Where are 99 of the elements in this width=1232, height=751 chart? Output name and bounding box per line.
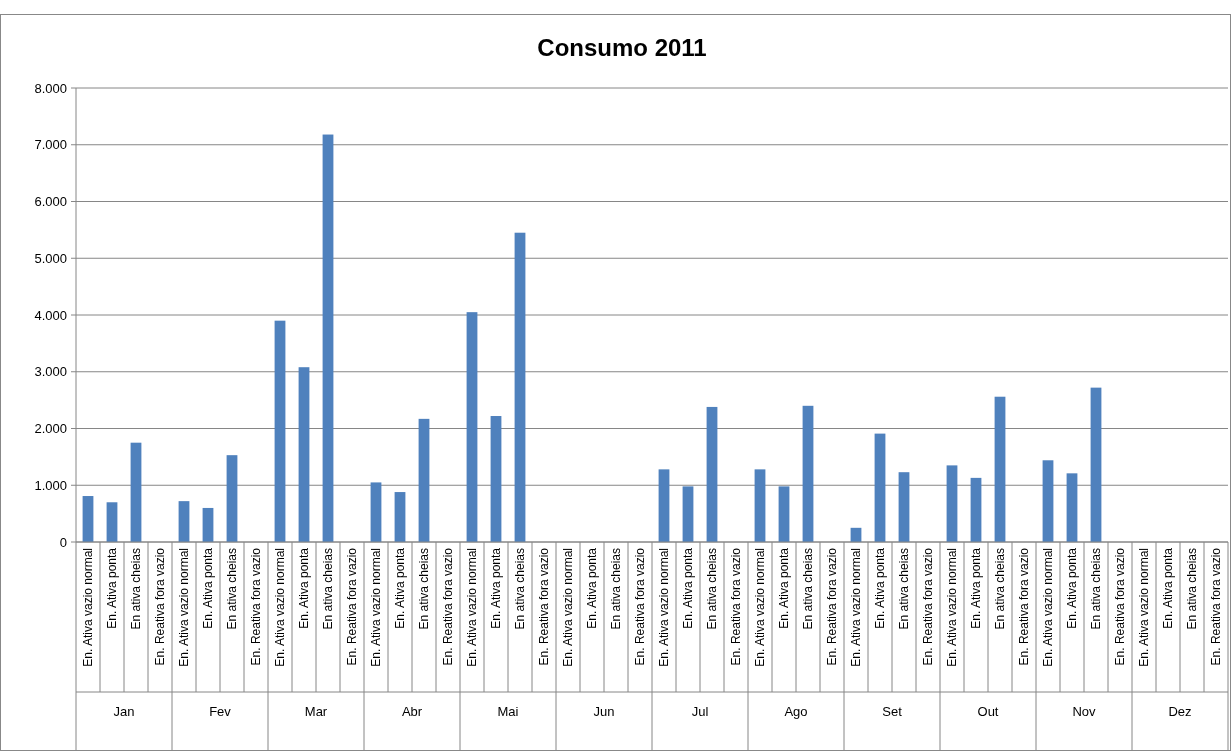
bar: [82, 496, 94, 542]
bar: [874, 433, 886, 542]
text: Jun: [593, 704, 615, 719]
bar: [274, 320, 286, 542]
chart-title: Consumo 2011: [537, 34, 707, 61]
text: Fev: [209, 704, 232, 719]
bar: [1066, 473, 1078, 542]
bar: [706, 406, 718, 542]
text: Ago: [784, 704, 808, 719]
bar: [370, 482, 382, 542]
bar: [298, 367, 310, 542]
x-tick-label: En ativa cheias: [897, 548, 912, 630]
y-tick-label: 1.000: [34, 477, 67, 493]
bar: [418, 418, 430, 542]
text: Abr: [401, 704, 423, 719]
x-tick-label: En ativa cheias: [1185, 548, 1200, 630]
bar: [994, 396, 1006, 542]
x-tick-label: En ativa cheias: [993, 548, 1008, 630]
x-tick-label: En. Ativa vazio normal: [273, 548, 288, 667]
x-tick-label: En. Ativa ponta: [873, 547, 888, 629]
x-tick-label: En. Ativa ponta: [201, 547, 216, 629]
x-tick-label: En. Ativa ponta: [393, 547, 408, 629]
x-tick-label: En. Ativa vazio normal: [945, 548, 960, 667]
bar: [802, 405, 814, 542]
text: Jan: [113, 704, 135, 719]
x-tick-label: En. Reativa fora vazio: [249, 547, 264, 666]
x-tick-label: En ativa cheias: [321, 548, 336, 630]
x-tick-label: En. Ativa ponta: [297, 547, 312, 629]
x-tick-label: En. Reativa fora vazio: [633, 547, 648, 666]
x-tick-label: En. Ativa ponta: [105, 547, 120, 629]
bar: [226, 455, 238, 542]
x-tick-label: En ativa cheias: [417, 548, 432, 630]
x-tick-label: En. Reativa fora vazio: [729, 547, 744, 666]
x-tick-label: En. Ativa ponta: [585, 547, 600, 629]
x-tick-label: En ativa cheias: [705, 548, 720, 630]
x-tick-label: En. Ativa vazio normal: [1041, 548, 1056, 667]
bar: [946, 465, 958, 542]
text: Set: [882, 704, 903, 719]
bar: [754, 469, 766, 542]
text: Dez: [1168, 704, 1192, 719]
bar: [178, 501, 190, 542]
x-tick-label: En. Reativa fora vazio: [345, 547, 360, 666]
x-tick-label: En. Reativa fora vazio: [1113, 547, 1128, 666]
x-tick-label: En ativa cheias: [609, 548, 624, 630]
x-tick-label: En. Ativa vazio normal: [753, 548, 768, 667]
text: Mar: [304, 704, 328, 719]
text: Out: [977, 704, 999, 719]
y-tick-label: 5.000: [34, 250, 67, 266]
x-tick-label: En. Ativa vazio normal: [369, 548, 384, 667]
x-tick-label: En. Ativa vazio normal: [1137, 548, 1152, 667]
x-tick-label: En. Ativa ponta: [777, 547, 792, 629]
x-tick-label: En. Ativa ponta: [1065, 547, 1080, 629]
x-tick-label: En. Ativa vazio normal: [177, 548, 192, 667]
bar: [490, 416, 502, 542]
x-tick-label: En ativa cheias: [129, 548, 144, 630]
y-tick-label: 3.000: [34, 364, 67, 380]
x-tick-label: En ativa cheias: [225, 548, 240, 630]
bar: [898, 472, 910, 542]
x-tick-label: En. Ativa ponta: [489, 547, 504, 629]
y-tick-label: 4.000: [34, 307, 67, 323]
x-tick-label: En. Ativa ponta: [681, 547, 696, 629]
x-tick-label: En. Reativa fora vazio: [921, 547, 936, 666]
x-tick-label: En. Reativa fora vazio: [441, 547, 456, 666]
x-tick-label: En ativa cheias: [801, 548, 816, 630]
bar: [130, 442, 142, 542]
x-tick-label: En. Ativa vazio normal: [849, 548, 864, 667]
x-tick-label: En. Ativa vazio normal: [81, 548, 96, 667]
bar: [1090, 387, 1102, 542]
text: Nov: [1072, 704, 1097, 719]
bar: [202, 507, 214, 542]
x-tick-label: En. Reativa fora vazio: [537, 547, 552, 666]
text: Jul: [691, 704, 709, 719]
x-tick-label: En. Ativa vazio normal: [465, 548, 480, 667]
bar: [466, 312, 478, 542]
x-tick-label: En. Ativa vazio normal: [657, 548, 672, 667]
y-tick-label: 7.000: [34, 137, 67, 153]
bar: [514, 232, 526, 542]
bar: [322, 134, 334, 542]
bar: [778, 486, 790, 542]
x-tick-label: En. Reativa fora vazio: [825, 547, 840, 666]
x-tick-label: En. Ativa ponta: [1161, 547, 1176, 629]
x-tick-label: En. Ativa vazio normal: [561, 548, 576, 667]
x-tick-label: En. Reativa fora vazio: [1209, 547, 1224, 666]
bar: [970, 477, 982, 542]
bar: [658, 469, 670, 542]
y-tick-label: 0: [59, 534, 67, 550]
x-tick-label: En. Reativa fora vazio: [1017, 547, 1032, 666]
y-tick-label: 2.000: [34, 421, 67, 437]
y-tick-label: 8.000: [34, 80, 67, 96]
text: Mai: [497, 704, 519, 719]
x-tick-label: En ativa cheias: [1089, 548, 1104, 630]
bar: [394, 492, 406, 542]
bar: [1042, 460, 1054, 542]
x-tick-label: En. Ativa ponta: [969, 547, 984, 629]
bar: [106, 502, 118, 542]
x-tick-label: En. Reativa fora vazio: [153, 547, 168, 666]
y-tick-label: 6.000: [34, 194, 67, 210]
x-tick-label: En ativa cheias: [513, 548, 528, 630]
bar: [682, 486, 694, 542]
